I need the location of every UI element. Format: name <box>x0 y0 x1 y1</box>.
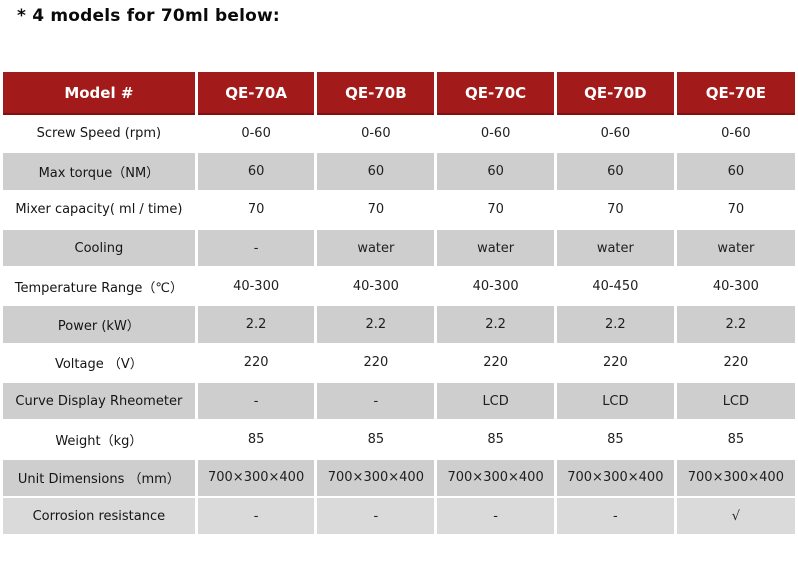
row-label: Temperature Range（℃） <box>3 267 198 307</box>
value-cell: 70 <box>315 190 438 230</box>
value-cell: 60 <box>196 152 318 192</box>
table-row: Temperature Range（℃） 40-300 40-300 40-300 40… <box>3 267 795 307</box>
table-row: Screw Speed (rpm) 0-60 0-60 0-60 0-60 0-60 <box>3 114 795 154</box>
value-cell: 85 <box>315 420 438 460</box>
value-cell: - <box>315 382 438 422</box>
table-row: Curve Display Rheometer - - LCD LCD LCD <box>3 382 795 422</box>
value-cell: 700×300×400 <box>315 458 438 498</box>
value-cell: water <box>675 228 795 269</box>
value-cell: LCD <box>555 382 677 422</box>
row-label: Voltage （V） <box>3 343 198 384</box>
value-cell: 40-300 <box>675 267 795 307</box>
table-row: Unit Dimensions （mm） 700×300×400 700×300×4… <box>3 458 795 498</box>
value-cell: - <box>555 496 677 537</box>
value-cell: 60 <box>555 152 677 192</box>
value-cell: 220 <box>555 343 677 384</box>
row-label: Unit Dimensions （mm） <box>3 458 198 498</box>
table-row: Corrosion resistance - - - - √ <box>3 496 795 537</box>
value-cell: 0-60 <box>435 114 557 154</box>
header-cell-qe-70c: QE-70C <box>435 72 557 115</box>
value-cell: 700×300×400 <box>435 458 557 498</box>
value-cell: water <box>435 228 557 269</box>
row-label: Cooling <box>3 228 198 269</box>
header-cell-qe-70b: QE-70B <box>315 72 438 115</box>
value-cell: 220 <box>196 343 318 384</box>
table-body: Screw Speed (rpm) 0-60 0-60 0-60 0-60 0-60 Max… <box>3 114 795 537</box>
value-cell: 2.2 <box>675 305 795 345</box>
value-cell: 220 <box>435 343 557 384</box>
value-cell: 60 <box>435 152 557 192</box>
row-label: Mixer capacity( ml / time) <box>3 190 198 230</box>
value-cell: 220 <box>315 343 438 384</box>
row-label: Power (kW） <box>3 305 198 345</box>
value-cell: 70 <box>435 190 557 230</box>
value-cell: - <box>315 496 438 537</box>
value-cell: 700×300×400 <box>555 458 677 498</box>
table-head: Model # QE-70A QE-70B QE-70C QE-70D QE-70E <box>3 72 795 115</box>
value-cell: 70 <box>555 190 677 230</box>
table-row: Weight（kg） 85 85 85 85 85 <box>3 420 795 460</box>
value-cell: 700×300×400 <box>675 458 795 498</box>
value-cell: 2.2 <box>555 305 677 345</box>
value-cell: LCD <box>435 382 557 422</box>
value-cell: 0-60 <box>555 114 677 154</box>
models-spec-table: Model # QE-70A QE-70B QE-70C QE-70D QE-70E Sc… <box>3 72 795 537</box>
value-cell: 220 <box>675 343 795 384</box>
header-cell-qe-70d: QE-70D <box>555 72 677 115</box>
value-cell: 40-300 <box>196 267 318 307</box>
value-cell: water <box>555 228 677 269</box>
value-cell: 40-300 <box>315 267 438 307</box>
value-cell: 85 <box>435 420 557 460</box>
value-cell: 40-300 <box>435 267 557 307</box>
value-cell: - <box>435 496 557 537</box>
table-header-row: Model # QE-70A QE-70B QE-70C QE-70D QE-70E <box>3 72 795 115</box>
value-cell: LCD <box>675 382 795 422</box>
value-cell: - <box>196 382 318 422</box>
value-cell: 0-60 <box>315 114 438 154</box>
value-cell: 60 <box>675 152 795 192</box>
table-row: Max torque（NM） 60 60 60 60 60 <box>3 152 795 192</box>
value-cell: 0-60 <box>675 114 795 154</box>
table-row: Cooling - water water water water <box>3 228 795 269</box>
row-label: Corrosion resistance <box>3 496 198 537</box>
row-label: Weight（kg） <box>3 420 198 460</box>
table-row: Voltage （V） 220 220 220 220 220 <box>3 343 795 384</box>
value-cell: 2.2 <box>435 305 557 345</box>
value-cell: 85 <box>196 420 318 460</box>
row-label: Screw Speed (rpm) <box>3 114 198 154</box>
value-cell: 700×300×400 <box>196 458 318 498</box>
header-cell-model: Model # <box>3 72 198 115</box>
table-row: Mixer capacity( ml / time) 70 70 70 70 70 <box>3 190 795 230</box>
value-cell: 70 <box>196 190 318 230</box>
value-cell: 85 <box>555 420 677 460</box>
value-cell: 0-60 <box>196 114 318 154</box>
value-cell: 2.2 <box>315 305 438 345</box>
page-title: * 4 models for 70ml below: <box>17 6 280 26</box>
value-cell: 70 <box>675 190 795 230</box>
value-cell: 2.2 <box>196 305 318 345</box>
value-cell: 85 <box>675 420 795 460</box>
value-cell: water <box>315 228 438 269</box>
header-cell-qe-70e: QE-70E <box>675 72 795 115</box>
value-cell: 60 <box>315 152 438 192</box>
value-cell: √ <box>675 496 795 537</box>
value-cell: - <box>196 496 318 537</box>
header-cell-qe-70a: QE-70A <box>196 72 318 115</box>
value-cell: 40-450 <box>555 267 677 307</box>
row-label: Max torque（NM） <box>3 152 198 192</box>
row-label: Curve Display Rheometer <box>3 382 198 422</box>
value-cell: - <box>196 228 318 269</box>
table-row: Power (kW） 2.2 2.2 2.2 2.2 2.2 <box>3 305 795 345</box>
